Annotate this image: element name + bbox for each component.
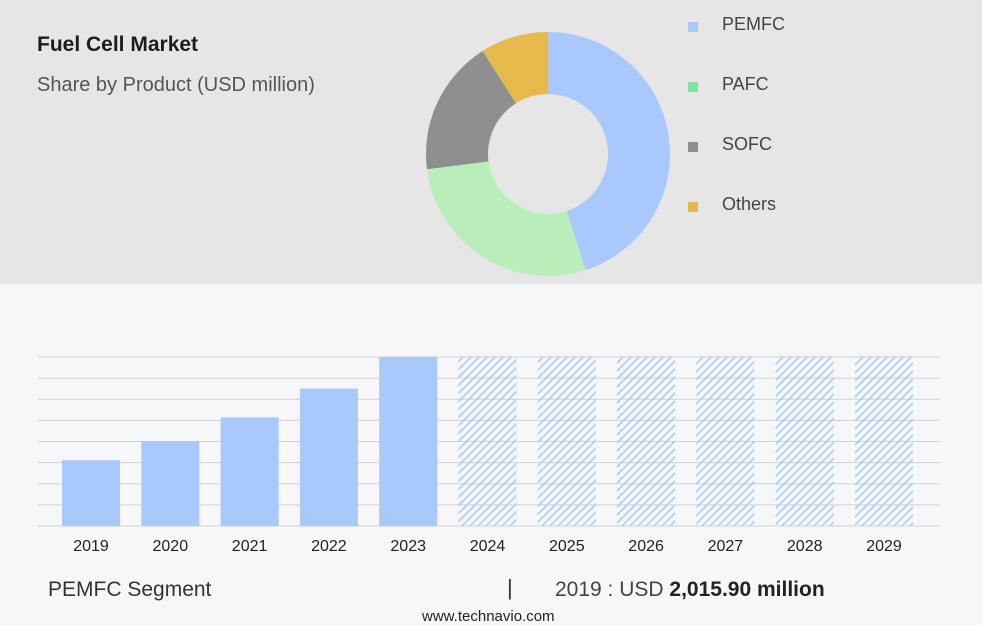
bar-2028 — [775, 357, 834, 526]
segment-year-text: 2019 : USD — [555, 578, 664, 601]
x-tick-label: 2019 — [73, 538, 109, 555]
legend-label: Others — [722, 194, 777, 214]
segment-value: 2019 : USD 2,015.90 million — [555, 578, 825, 602]
donut-slice-sofc — [426, 50, 516, 170]
x-tick-label: 2027 — [708, 538, 744, 555]
x-tick-label: 2025 — [549, 538, 585, 555]
legend-swatch-pemfc — [688, 22, 698, 32]
bar-2021 — [220, 417, 279, 526]
bar-2026 — [617, 357, 676, 526]
legend-label: PAFC — [722, 74, 769, 94]
source-text: www.technavio.com — [422, 608, 555, 625]
bar-chart: 2019 2020 2021 2022 2023 2024 2025 2026 2027 2028… — [38, 356, 940, 555]
donut-slice-pafc — [426, 161, 586, 276]
x-tick-label: 2023 — [390, 538, 426, 555]
bar-2024 — [458, 357, 517, 526]
bar-2022 — [299, 388, 358, 526]
segment-value-amount: 2,015.90 million — [669, 578, 825, 601]
donut-slice-pemfc — [548, 32, 670, 271]
chart-subtitle: Share by Product (USD million) — [37, 74, 315, 96]
bar-2023 — [379, 357, 438, 526]
donut-chart — [426, 32, 670, 276]
segment-label: PEMFC Segment — [48, 578, 212, 601]
x-tick-label: 2020 — [153, 538, 189, 555]
chart-title: Fuel Cell Market — [37, 33, 199, 56]
legend-label: PEMFC — [722, 14, 785, 34]
footer-separator: | — [507, 575, 513, 600]
legend-swatch-pafc — [688, 82, 698, 92]
bar-2029 — [855, 357, 913, 526]
x-tick-label: 2028 — [787, 538, 823, 555]
x-tick-label: 2022 — [311, 538, 347, 555]
bar-2027 — [696, 357, 755, 526]
x-tick-label: 2024 — [470, 538, 506, 555]
bar-2020 — [141, 441, 200, 526]
donut-slice-others — [482, 32, 548, 104]
legend-swatch-sofc — [688, 142, 698, 152]
x-tick-label: 2021 — [232, 538, 268, 555]
legend-swatch-others — [688, 202, 698, 212]
x-tick-label: 2026 — [628, 538, 664, 555]
x-tick-label: 2029 — [866, 538, 902, 555]
bar-2025 — [537, 357, 596, 526]
bar-2019 — [62, 460, 120, 526]
legend-label: SOFC — [722, 134, 773, 154]
